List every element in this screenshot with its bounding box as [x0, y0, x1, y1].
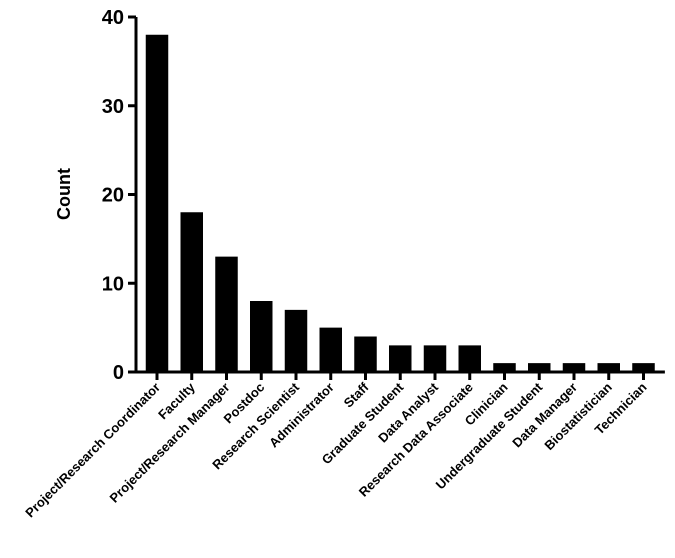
x-tick-label: Project/Research Coordinator	[22, 380, 163, 521]
y-axis-title: Count	[54, 168, 74, 220]
bar	[389, 345, 412, 372]
bar	[145, 34, 169, 372]
bar	[528, 363, 551, 372]
y-axis: 0 10 20 30 40	[102, 7, 138, 384]
bar	[319, 327, 342, 372]
y-tick-label: 10	[102, 273, 124, 295]
bar	[458, 345, 481, 372]
bar	[284, 309, 308, 372]
y-tick-label: 40	[102, 7, 124, 29]
bar	[632, 363, 655, 372]
bar	[354, 336, 377, 372]
bar	[562, 363, 586, 372]
bar	[250, 301, 273, 372]
bar	[423, 345, 447, 372]
y-tick-label: 30	[102, 96, 124, 118]
bar	[180, 212, 203, 372]
x-axis: Project/Research CoordinatorFacultyProje…	[22, 370, 665, 521]
x-tick-label: Staff	[341, 379, 373, 411]
bar	[597, 363, 620, 372]
bar	[215, 256, 238, 372]
bars	[145, 34, 655, 372]
y-tick-label: 20	[102, 185, 124, 207]
bar	[493, 363, 516, 372]
y-tick-label: 0	[113, 362, 124, 384]
